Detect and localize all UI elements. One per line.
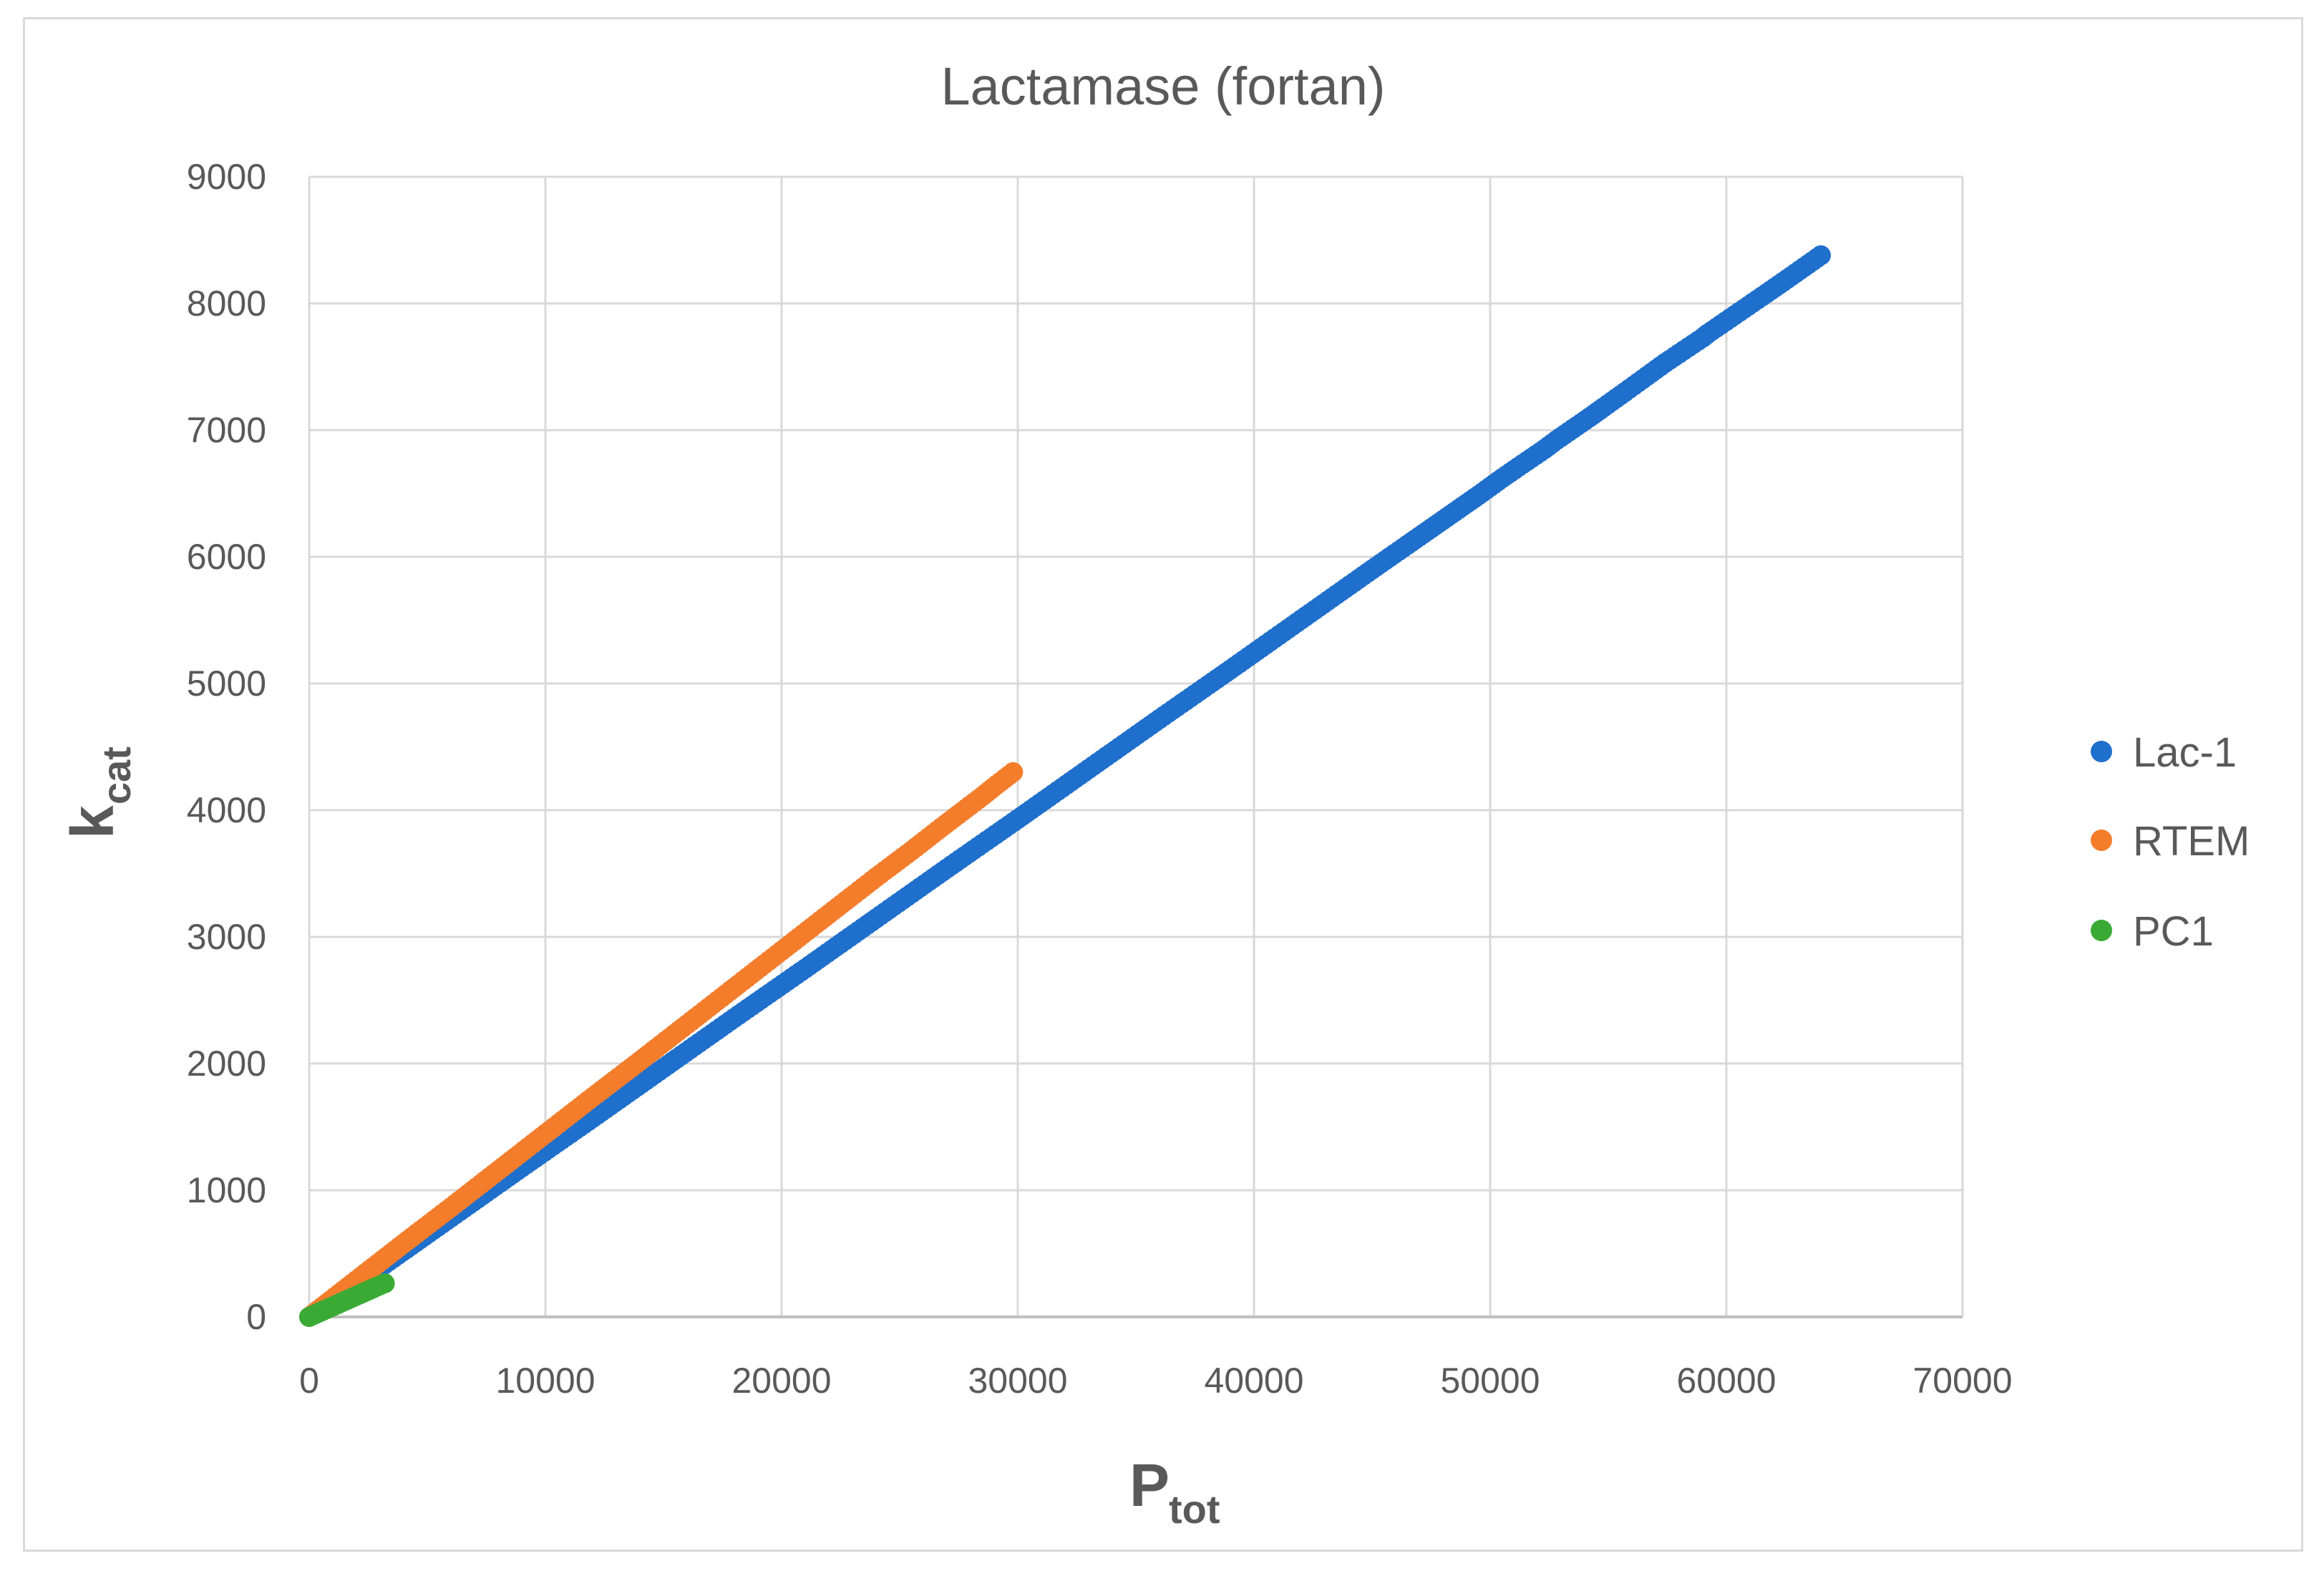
y-tick-label: 9000 xyxy=(187,157,266,197)
series-pc1 xyxy=(299,1273,395,1327)
y-tick-labels: 0 1000 2000 3000 4000 5000 6000 7000 8000 9000 xyxy=(187,157,266,1337)
legend-marker xyxy=(2091,830,2112,851)
data-point xyxy=(1003,762,1024,782)
x-tick-label: 40000 xyxy=(1204,1361,1303,1401)
y-tick-label: 5000 xyxy=(187,663,266,704)
y-axis-label-main: k xyxy=(59,805,126,839)
y-tick-label: 3000 xyxy=(187,917,266,957)
legend-label: PC1 xyxy=(2133,908,2214,955)
y-tick-label: 7000 xyxy=(187,410,266,450)
x-tick-labels: 0 10000 20000 30000 40000 50000 60000 70000 xyxy=(299,1361,2012,1401)
x-tick-label: 0 xyxy=(299,1361,319,1401)
x-axis-label-main: P xyxy=(1129,1451,1170,1519)
y-tick-label: 0 xyxy=(246,1297,266,1337)
data-point xyxy=(374,1273,395,1294)
chart-frame xyxy=(23,17,2303,1552)
x-tick-label: 50000 xyxy=(1440,1361,1540,1401)
series-rtem xyxy=(299,762,1024,1327)
legend-label: Lac-1 xyxy=(2133,729,2237,776)
x-axis-label-sub: tot xyxy=(1169,1487,1220,1532)
y-tick-label: 1000 xyxy=(187,1170,266,1210)
chart-title: Lactamase (fortan) xyxy=(940,57,1385,116)
data-point xyxy=(1811,245,1831,266)
legend-entry: Lac-1 xyxy=(2091,729,2237,776)
x-tick-label: 30000 xyxy=(968,1361,1067,1401)
y-tick-label: 6000 xyxy=(187,537,266,577)
y-axis-label-sub: cat xyxy=(94,746,139,804)
x-tick-label: 10000 xyxy=(495,1361,595,1401)
series-lac-1 xyxy=(299,245,1831,1327)
y-tick-label: 4000 xyxy=(187,790,266,830)
legend-marker xyxy=(2091,920,2112,941)
legend: Lac-1 RTEM PC1 xyxy=(2091,729,2250,955)
legend-entry: RTEM xyxy=(2091,818,2250,865)
series-layer xyxy=(299,245,1831,1327)
legend-entry: PC1 xyxy=(2091,908,2214,955)
legend-label: RTEM xyxy=(2133,818,2250,865)
y-tick-label: 8000 xyxy=(187,283,266,324)
x-tick-label: 70000 xyxy=(1912,1361,2012,1401)
legend-marker xyxy=(2091,741,2112,762)
y-tick-label: 2000 xyxy=(187,1044,266,1084)
x-tick-label: 60000 xyxy=(1676,1361,1776,1401)
x-tick-label: 20000 xyxy=(731,1361,831,1401)
